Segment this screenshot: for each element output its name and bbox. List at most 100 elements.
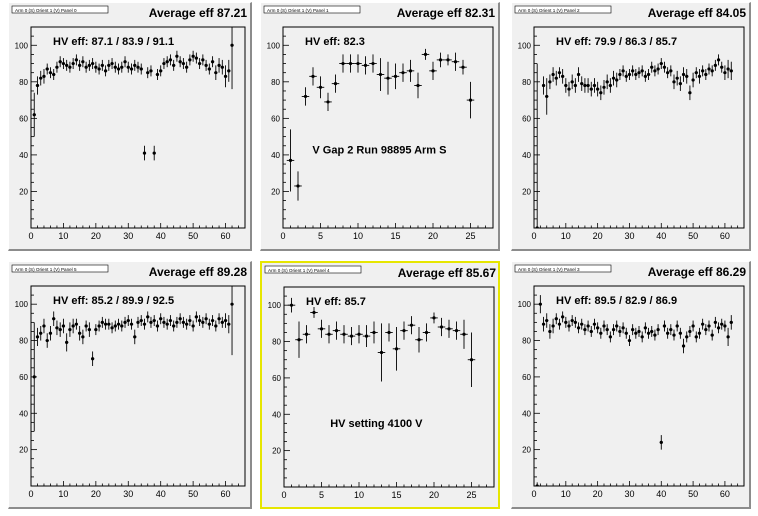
pad-label: Arm 0 (S) Orient 1 (V) Panel 0 xyxy=(15,8,77,13)
data-point xyxy=(624,331,628,335)
data-point xyxy=(646,331,651,335)
x-tick-label: 20 xyxy=(91,231,101,241)
data-point xyxy=(573,83,577,88)
data-point xyxy=(462,332,466,336)
y-tick-label: 20 xyxy=(522,446,531,455)
data-point xyxy=(685,335,689,339)
data-point xyxy=(570,80,574,84)
data-point xyxy=(643,326,647,330)
data-point xyxy=(303,94,308,99)
y-tick-label: 60 xyxy=(19,114,28,123)
plot-frame xyxy=(283,286,495,488)
data-point xyxy=(155,72,160,77)
data-point xyxy=(602,324,606,328)
pad-label-box xyxy=(263,5,361,14)
x-tick-label: 40 xyxy=(656,489,666,499)
data-point xyxy=(672,333,676,337)
data-point xyxy=(372,330,376,335)
data-point xyxy=(139,67,143,71)
y-tick-label: 60 xyxy=(271,114,280,123)
data-point xyxy=(431,69,435,73)
data-point xyxy=(217,63,221,67)
pad-0[interactable]: Arm 0 (S) Orient 1 (V) Panel 0 Average ef… xyxy=(8,2,252,251)
data-point xyxy=(672,80,676,84)
data-point xyxy=(120,65,124,69)
hv-eff-annotation: HV eff: 89.5 / 82.9 / 86.9 xyxy=(556,295,677,307)
data-point xyxy=(669,69,673,73)
data-point xyxy=(129,67,134,71)
pad-label: Arm 0 (S) Orient 1 (V) Panel 4 xyxy=(268,268,330,273)
data-point xyxy=(191,324,195,328)
data-point xyxy=(288,158,293,162)
data-point xyxy=(675,324,679,328)
data-point xyxy=(637,329,641,334)
data-point xyxy=(646,72,651,77)
y-tick-label: 80 xyxy=(271,78,280,87)
data-point xyxy=(371,61,375,66)
data-point xyxy=(210,318,215,323)
data-point xyxy=(55,65,59,69)
data-point xyxy=(149,320,153,324)
data-point xyxy=(394,347,399,351)
data-point xyxy=(685,74,689,78)
data-point xyxy=(656,67,660,71)
data-point xyxy=(432,316,436,320)
data-point xyxy=(386,76,390,80)
data-point xyxy=(580,322,584,326)
x-tick-label: 0 xyxy=(281,490,286,500)
x-tick-label: 0 xyxy=(28,231,33,241)
y-tick-label: 80 xyxy=(272,338,281,347)
data-point xyxy=(107,322,111,326)
data-point xyxy=(535,484,539,486)
data-point xyxy=(393,74,398,78)
data-point xyxy=(402,329,406,333)
y-tick-label: 100 xyxy=(267,41,281,50)
x-tick-label: 10 xyxy=(58,489,68,499)
data-point xyxy=(201,58,205,62)
data-point xyxy=(32,113,36,117)
data-point xyxy=(198,318,202,323)
chart-title: Average eff 87.21 xyxy=(149,6,248,20)
data-point xyxy=(48,331,53,335)
data-point xyxy=(694,71,698,75)
data-point xyxy=(640,69,644,73)
pad-1[interactable]: Arm 0 (S) Orient 1 (V) Panel 1 Average ef… xyxy=(260,2,500,251)
x-tick-label: 25 xyxy=(465,231,475,241)
data-point xyxy=(573,320,577,324)
data-point xyxy=(541,83,546,88)
data-point xyxy=(438,58,443,62)
pad-2[interactable]: Arm 0 (S) Orient 1 (V) Panel 2 Average ef… xyxy=(511,2,751,251)
data-point xyxy=(535,226,539,228)
data-point xyxy=(204,317,208,321)
data-point xyxy=(103,69,108,73)
x-tick-label: 0 xyxy=(28,489,33,499)
data-point xyxy=(704,328,708,332)
data-point xyxy=(454,329,459,333)
data-point xyxy=(554,317,558,321)
data-point xyxy=(142,151,147,155)
data-point xyxy=(726,335,730,339)
data-point xyxy=(116,322,121,326)
data-point xyxy=(669,328,673,332)
data-point xyxy=(615,78,619,82)
y-tick-label: 80 xyxy=(19,337,28,346)
pad-label: Arm 0 (S) Orient 1 (V) Panel 2 xyxy=(518,8,580,13)
data-point xyxy=(113,324,117,328)
pad-3[interactable]: Arm 0 (S) Orient 1 (V) Panel 5 Average ef… xyxy=(8,261,252,509)
pad-5[interactable]: Arm 0 (S) Orient 1 (V) Panel 3 Average ef… xyxy=(511,261,751,509)
data-point xyxy=(423,52,428,57)
data-point xyxy=(592,83,597,88)
y-tick-label: 100 xyxy=(15,41,29,50)
data-point xyxy=(129,322,134,326)
data-point xyxy=(188,318,192,323)
x-tick-label: 20 xyxy=(593,231,603,241)
x-tick-label: 30 xyxy=(624,231,634,241)
pad-4[interactable]: Arm 0 (S) Orient 1 (V) Panel 4 Average ef… xyxy=(260,261,500,509)
data-point xyxy=(181,320,185,324)
pad-label: Arm 0 (S) Orient 1 (V) Panel 3 xyxy=(518,267,580,272)
data-points xyxy=(535,295,733,486)
data-point xyxy=(81,335,85,339)
plot-frame xyxy=(282,26,494,229)
plot-svg: Arm 0 (S) Orient 1 (V) Panel 0 Average ef… xyxy=(11,5,248,241)
data-point xyxy=(214,71,218,75)
